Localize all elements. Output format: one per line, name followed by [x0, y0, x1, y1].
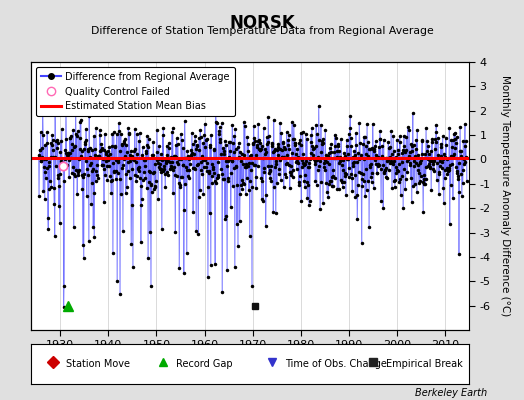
Text: Station Move: Station Move [67, 359, 130, 369]
Text: Record Gap: Record Gap [176, 359, 233, 369]
Text: Berkeley Earth: Berkeley Earth [415, 388, 487, 398]
Text: NORSK: NORSK [229, 14, 295, 32]
Text: Difference of Station Temperature Data from Regional Average: Difference of Station Temperature Data f… [91, 26, 433, 36]
Text: Empirical Break: Empirical Break [386, 359, 463, 369]
Legend: Difference from Regional Average, Quality Control Failed, Estimated Station Mean: Difference from Regional Average, Qualit… [36, 67, 235, 116]
Y-axis label: Monthly Temperature Anomaly Difference (°C): Monthly Temperature Anomaly Difference (… [500, 75, 510, 317]
Text: Time of Obs. Change: Time of Obs. Change [285, 359, 387, 369]
